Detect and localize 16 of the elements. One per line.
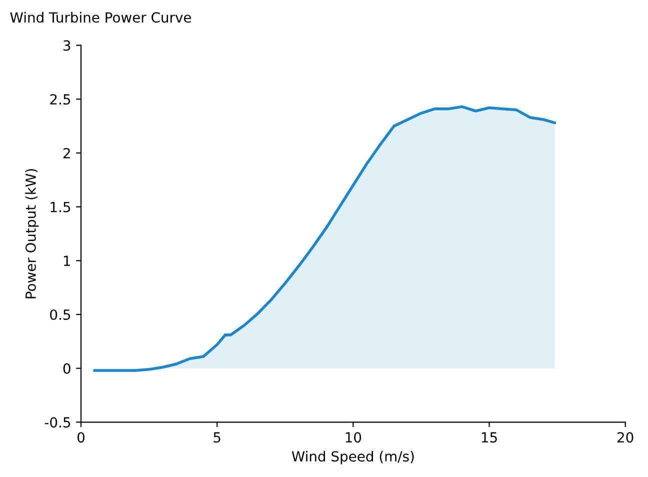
x-tick-label: 5	[214, 432, 220, 443]
x-tick-label: 20	[618, 432, 634, 443]
y-tick-label: 0.5	[50, 309, 70, 320]
x-tick-label: 0	[77, 432, 84, 443]
y-tick-label: 3	[64, 40, 70, 51]
y-tick-label: 1	[64, 256, 70, 266]
y-tick-label: -0.5	[44, 417, 70, 428]
y-axis-title: Power Output (kW)	[25, 169, 39, 298]
y-tick-label: 0	[63, 363, 70, 374]
y-tick-label: 1.5	[50, 202, 70, 212]
x-axis-title: Wind Speed (m/s)	[292, 450, 414, 464]
y-tick-label: 2.5	[50, 94, 70, 105]
x-tick-label: 10	[346, 432, 362, 443]
x-tick-label: 15	[482, 432, 497, 443]
y-tick-label: 2	[63, 148, 70, 158]
chart-title: Wind Turbine Power Curve	[10, 12, 191, 23]
